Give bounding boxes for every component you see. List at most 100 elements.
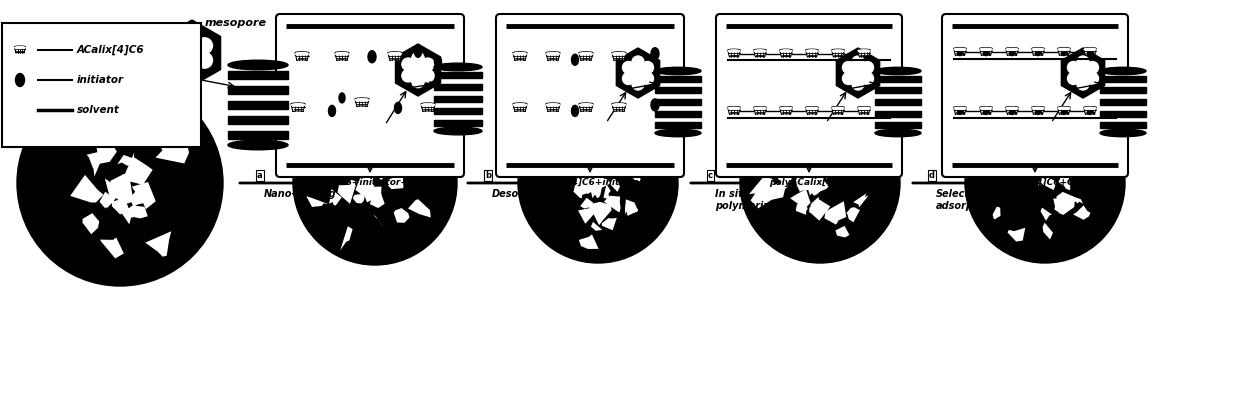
Polygon shape <box>1011 132 1022 151</box>
Text: Desolvation: Desolvation <box>492 189 558 199</box>
Circle shape <box>1088 51 1093 56</box>
Polygon shape <box>579 103 593 112</box>
Polygon shape <box>1040 130 1056 149</box>
Polygon shape <box>824 201 846 225</box>
Polygon shape <box>408 199 431 218</box>
Polygon shape <box>1044 159 1059 173</box>
Circle shape <box>984 109 989 115</box>
Bar <box>655 99 701 105</box>
Circle shape <box>632 78 644 90</box>
Circle shape <box>852 67 864 79</box>
Polygon shape <box>603 196 621 213</box>
Polygon shape <box>786 170 802 177</box>
Polygon shape <box>727 107 740 115</box>
Polygon shape <box>1062 48 1105 98</box>
Bar <box>228 71 287 79</box>
Ellipse shape <box>388 53 401 55</box>
Polygon shape <box>805 178 829 196</box>
Polygon shape <box>838 139 859 152</box>
Circle shape <box>642 73 653 85</box>
Bar <box>228 101 287 109</box>
Polygon shape <box>118 177 133 198</box>
Circle shape <box>958 51 963 56</box>
Ellipse shape <box>833 50 844 52</box>
Polygon shape <box>1006 107 1018 115</box>
Circle shape <box>1010 51 1015 56</box>
Polygon shape <box>1032 107 1044 115</box>
Bar <box>228 86 287 94</box>
Text: ACalix[4]C6+initiator: ACalix[4]C6+initiator <box>536 178 644 187</box>
Polygon shape <box>356 175 373 195</box>
Ellipse shape <box>755 107 766 109</box>
Circle shape <box>632 56 644 68</box>
Polygon shape <box>751 186 776 209</box>
Circle shape <box>17 80 223 286</box>
Polygon shape <box>513 103 527 112</box>
Ellipse shape <box>434 127 482 135</box>
Ellipse shape <box>781 107 792 109</box>
Ellipse shape <box>980 48 992 51</box>
Circle shape <box>1087 62 1099 73</box>
Circle shape <box>965 103 1125 263</box>
Polygon shape <box>367 186 382 198</box>
Polygon shape <box>954 48 966 56</box>
Circle shape <box>171 53 187 68</box>
Polygon shape <box>992 207 1001 220</box>
Circle shape <box>1036 109 1041 115</box>
Polygon shape <box>130 182 156 209</box>
Polygon shape <box>1042 177 1056 190</box>
Polygon shape <box>366 158 380 174</box>
Polygon shape <box>335 52 349 61</box>
Polygon shape <box>857 107 870 115</box>
Circle shape <box>292 101 457 265</box>
Ellipse shape <box>650 48 659 60</box>
Polygon shape <box>783 126 797 133</box>
Polygon shape <box>553 135 574 147</box>
Ellipse shape <box>434 67 482 131</box>
Polygon shape <box>579 208 598 224</box>
Ellipse shape <box>421 103 435 106</box>
Polygon shape <box>316 142 332 157</box>
Polygon shape <box>1026 132 1036 146</box>
FancyBboxPatch shape <box>276 14 463 177</box>
Polygon shape <box>367 161 374 172</box>
Circle shape <box>401 70 414 82</box>
Circle shape <box>1068 73 1079 85</box>
Polygon shape <box>1059 172 1068 183</box>
Polygon shape <box>810 197 820 209</box>
Polygon shape <box>398 136 408 152</box>
Text: mesopore: mesopore <box>204 18 266 28</box>
Bar <box>875 99 921 105</box>
Ellipse shape <box>1100 129 1146 137</box>
Polygon shape <box>1084 48 1097 56</box>
Circle shape <box>185 45 199 61</box>
Ellipse shape <box>807 50 818 52</box>
Ellipse shape <box>1032 48 1044 51</box>
Polygon shape <box>857 49 870 57</box>
Ellipse shape <box>1032 107 1044 109</box>
Bar <box>1100 87 1146 93</box>
Polygon shape <box>813 176 829 192</box>
Ellipse shape <box>1084 107 1097 109</box>
Ellipse shape <box>1084 48 1097 51</box>
Polygon shape <box>809 199 830 221</box>
Polygon shape <box>772 182 786 200</box>
Polygon shape <box>954 107 966 115</box>
Polygon shape <box>121 113 147 137</box>
Polygon shape <box>1032 154 1043 170</box>
Circle shape <box>1088 109 1093 115</box>
Polygon shape <box>164 20 221 86</box>
Circle shape <box>622 62 634 73</box>
Bar <box>228 117 287 124</box>
Circle shape <box>632 67 644 79</box>
Circle shape <box>421 70 434 82</box>
Circle shape <box>852 56 864 68</box>
Polygon shape <box>831 49 844 57</box>
Polygon shape <box>421 103 435 112</box>
Polygon shape <box>1038 174 1049 185</box>
Polygon shape <box>118 207 131 224</box>
Polygon shape <box>779 49 792 57</box>
Bar <box>228 132 287 139</box>
Polygon shape <box>1006 48 1018 56</box>
Polygon shape <box>1079 128 1093 146</box>
